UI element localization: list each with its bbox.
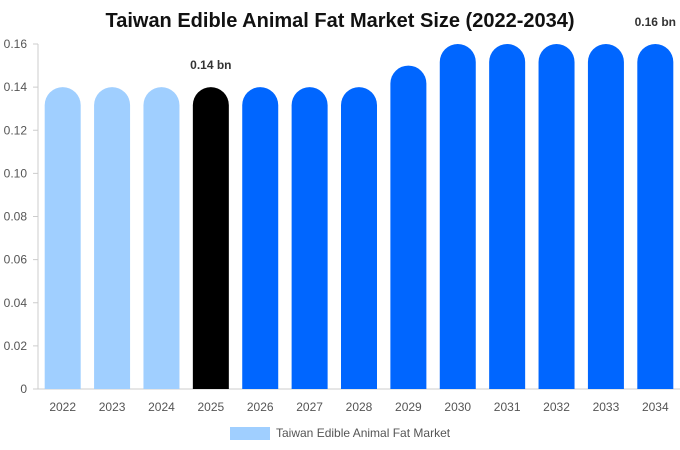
- y-tick-label: 0.02: [4, 339, 28, 353]
- bar-2024[interactable]: [143, 87, 180, 389]
- x-tick-label: 2034: [642, 400, 669, 414]
- bar-2029[interactable]: [390, 65, 427, 389]
- bar-2031[interactable]: [489, 43, 526, 389]
- y-tick-label: 0.16: [4, 37, 28, 51]
- x-tick-label: 2026: [247, 400, 274, 414]
- chart-title: Taiwan Edible Animal Fat Market Size (20…: [105, 10, 574, 32]
- bar-2030[interactable]: [439, 44, 476, 389]
- legend-label[interactable]: Taiwan Edible Animal Fat Market: [276, 426, 451, 440]
- y-tick-label: 0.04: [4, 296, 28, 310]
- y-tick-label: 0.14: [4, 80, 28, 94]
- x-axis-ticks: 2022 2023 2024 2025 2026 2027 2028 2029 2030 2031…: [49, 400, 669, 414]
- data-labels: 0.14 bn 0.16 bn: [190, 15, 676, 72]
- legend-swatch[interactable]: [230, 427, 270, 440]
- bar-2033[interactable]: [587, 44, 624, 389]
- x-tick-label: 2032: [543, 400, 570, 414]
- y-tick-label: 0.08: [4, 210, 28, 224]
- bar-2023[interactable]: [94, 87, 131, 389]
- bar-2028[interactable]: [341, 87, 377, 389]
- x-tick-label: 2030: [444, 400, 471, 414]
- y-tick-label: 0.12: [4, 123, 28, 137]
- y-tick-label: 0: [20, 382, 27, 396]
- x-tick-label: 2025: [197, 400, 224, 414]
- x-tick-label: 2028: [346, 400, 373, 414]
- y-tick-label: 0.10: [4, 166, 28, 180]
- x-tick-label: 2033: [593, 400, 620, 414]
- x-tick-label: 2031: [494, 400, 521, 414]
- y-tick-label: 0.06: [4, 253, 28, 267]
- y-axis-ticks: 0 0.02 0.04 0.06 0.08 0.10 0.12 0.14 0.16: [4, 37, 38, 396]
- bar-series: [44, 43, 674, 389]
- data-label: 0.14 bn: [190, 58, 231, 72]
- bar-2025[interactable]: [192, 87, 229, 389]
- x-tick-label: 2027: [296, 400, 323, 414]
- x-tick-label: 2022: [49, 400, 76, 414]
- x-tick-label: 2029: [395, 400, 422, 414]
- bar-2032[interactable]: [538, 44, 575, 389]
- bar-2026[interactable]: [242, 87, 279, 389]
- bar-2034[interactable]: [637, 44, 674, 389]
- data-label: 0.16 bn: [635, 15, 676, 29]
- bar-2027[interactable]: [291, 87, 328, 389]
- x-tick-label: 2024: [148, 400, 175, 414]
- bar-2022[interactable]: [44, 87, 81, 389]
- x-tick-label: 2023: [99, 400, 126, 414]
- legend[interactable]: Taiwan Edible Animal Fat Market: [230, 426, 451, 440]
